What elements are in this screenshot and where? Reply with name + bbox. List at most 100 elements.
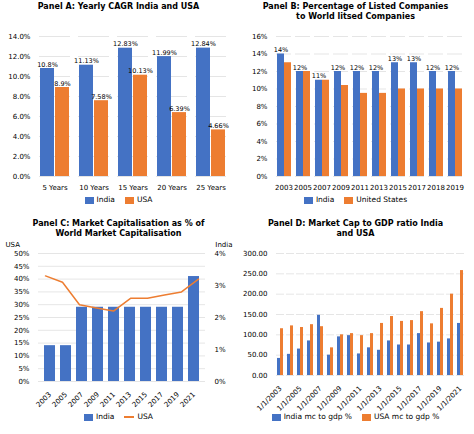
- svg-text:300.00: 300.00: [243, 250, 268, 258]
- svg-text:0%: 0%: [18, 378, 29, 386]
- svg-text:25%: 25%: [14, 314, 30, 322]
- svg-text:2013: 2013: [370, 184, 388, 192]
- svg-text:20 Years: 20 Years: [157, 184, 187, 192]
- svg-text:14%: 14%: [274, 46, 288, 54]
- svg-text:2003: 2003: [35, 391, 53, 409]
- svg-text:2015: 2015: [389, 184, 407, 192]
- html-text:India: India: [315, 195, 335, 204]
- html-text:United States: United States: [356, 195, 408, 204]
- svg-text:10%: 10%: [14, 352, 30, 360]
- svg-text:11.13%: 11.13%: [74, 57, 99, 65]
- svg-text:6.39%: 6.39%: [169, 105, 190, 113]
- svg-text:10.13%: 10.13%: [128, 67, 153, 75]
- svg-text:2017: 2017: [408, 184, 426, 192]
- svg-text:50%: 50%: [14, 250, 30, 258]
- svg-text:0%: 0%: [256, 173, 267, 181]
- svg-text:2005: 2005: [294, 184, 312, 192]
- svg-text:200.00: 200.00: [243, 290, 268, 298]
- svg-text:1/1/2021: 1/1/2021: [436, 385, 464, 411]
- svg-text:12%: 12%: [293, 64, 307, 72]
- html-text:USA: USA: [136, 195, 153, 204]
- svg-text:20%: 20%: [14, 327, 30, 335]
- html-text:Panel A: Yearly CAGR India and: Panel A: Yearly CAGR India and USA: [37, 2, 200, 11]
- svg-text:5 Years: 5 Years: [42, 184, 67, 192]
- svg-text:150.00: 150.00: [243, 311, 268, 319]
- svg-text:10.8%: 10.8%: [37, 61, 58, 69]
- svg-text:2011: 2011: [99, 391, 117, 409]
- svg-text:25 Years: 25 Years: [196, 184, 226, 192]
- svg-text:16%: 16%: [252, 33, 268, 41]
- html-text:Panel C: Market Capitalisation: Panel C: Market Capitalisation as % of W…: [32, 219, 205, 238]
- svg-text:2017: 2017: [147, 391, 165, 409]
- svg-text:12%: 12%: [426, 64, 440, 72]
- svg-text:2003: 2003: [275, 184, 293, 192]
- svg-text:14%: 14%: [252, 50, 268, 58]
- svg-text:0.00: 0.00: [252, 372, 268, 380]
- svg-text:13%: 13%: [407, 55, 421, 63]
- svg-text:2%: 2%: [256, 155, 267, 163]
- svg-text:30%: 30%: [14, 301, 30, 309]
- html-text:Panel B: Percentage of Listed: Panel B: Percentage of Listed Companies …: [262, 2, 449, 21]
- html-text:Panel D: Market Cap to GDP rat: Panel D: Market Cap to GDP ratio India a…: [267, 219, 444, 238]
- html-text:India mc to gdp %: India mc to gdp %: [283, 412, 352, 421]
- svg-text:2015: 2015: [131, 391, 149, 409]
- svg-text:7.58%: 7.58%: [91, 93, 112, 101]
- svg-text:8.9%: 8.9%: [54, 80, 71, 88]
- svg-text:4%: 4%: [256, 138, 267, 146]
- svg-text:8.0%: 8.0%: [13, 93, 31, 101]
- svg-text:India: India: [215, 241, 232, 249]
- svg-text:12.83%: 12.83%: [113, 40, 138, 48]
- svg-text:2013: 2013: [115, 391, 133, 409]
- svg-text:4.66%: 4.66%: [208, 122, 229, 130]
- svg-text:2%: 2%: [215, 314, 226, 322]
- svg-text:10%: 10%: [252, 85, 268, 93]
- svg-text:250.00: 250.00: [243, 270, 268, 278]
- svg-text:2009: 2009: [83, 391, 101, 409]
- svg-text:14.0%: 14.0%: [8, 33, 31, 41]
- svg-text:12%: 12%: [369, 64, 383, 72]
- svg-text:11%: 11%: [312, 72, 326, 80]
- svg-text:11.99%: 11.99%: [152, 49, 177, 57]
- svg-text:12%: 12%: [252, 68, 268, 76]
- svg-text:12%: 12%: [445, 64, 459, 72]
- svg-text:12.84%: 12.84%: [191, 40, 216, 48]
- svg-text:10.0%: 10.0%: [8, 73, 31, 81]
- svg-text:12.0%: 12.0%: [8, 53, 31, 61]
- svg-text:2018: 2018: [427, 184, 445, 192]
- html-text:USA mc to gdp %: USA mc to gdp %: [373, 412, 440, 421]
- svg-text:35%: 35%: [14, 288, 30, 296]
- svg-text:12%: 12%: [350, 64, 364, 72]
- svg-text:45%: 45%: [14, 263, 30, 271]
- html-text:India: India: [96, 195, 115, 204]
- svg-text:12%: 12%: [331, 64, 345, 72]
- svg-text:2007: 2007: [67, 391, 85, 409]
- svg-text:0.0%: 0.0%: [13, 173, 31, 181]
- svg-text:1%: 1%: [215, 346, 226, 354]
- svg-text:6.0%: 6.0%: [13, 113, 31, 121]
- html-text:USA: USA: [137, 412, 153, 421]
- svg-text:2019: 2019: [163, 391, 181, 409]
- svg-text:13%: 13%: [388, 55, 402, 63]
- svg-text:0%: 0%: [215, 378, 226, 386]
- svg-text:2021: 2021: [179, 391, 197, 409]
- svg-text:100.00: 100.00: [243, 331, 268, 339]
- svg-text:15%: 15%: [14, 339, 30, 347]
- svg-text:2011: 2011: [351, 184, 369, 192]
- svg-text:4.0%: 4.0%: [13, 133, 31, 141]
- svg-text:5%: 5%: [18, 365, 29, 373]
- svg-text:4%: 4%: [215, 250, 226, 258]
- svg-text:2019: 2019: [446, 184, 464, 192]
- svg-text:2005: 2005: [51, 391, 69, 409]
- svg-text:2007: 2007: [313, 184, 331, 192]
- svg-text:50.00: 50.00: [247, 351, 267, 359]
- svg-text:6%: 6%: [256, 120, 267, 128]
- html-text:India: India: [96, 412, 115, 421]
- svg-text:USA: USA: [6, 241, 21, 249]
- svg-text:10 Years: 10 Years: [79, 184, 109, 192]
- svg-text:15 Years: 15 Years: [118, 184, 148, 192]
- svg-text:8%: 8%: [256, 103, 267, 111]
- svg-text:2009: 2009: [332, 184, 350, 192]
- svg-text:3%: 3%: [215, 282, 226, 290]
- svg-text:40%: 40%: [14, 275, 30, 283]
- svg-text:2.0%: 2.0%: [13, 153, 31, 161]
